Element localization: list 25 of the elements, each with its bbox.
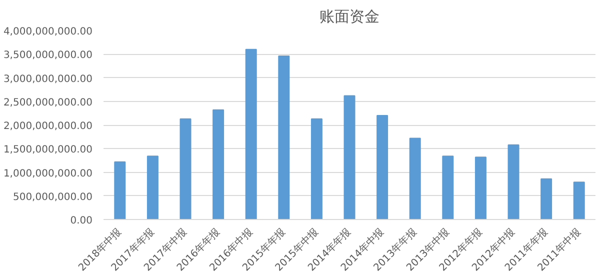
y-tick-label: 3,000,000,000.00 xyxy=(3,74,92,85)
y-tick-label: 2,500,000,000.00 xyxy=(3,97,92,108)
bar xyxy=(442,156,454,220)
bar xyxy=(114,161,126,220)
y-tick-label: 1,000,000,000.00 xyxy=(3,168,92,180)
bar xyxy=(508,144,520,220)
bar xyxy=(310,118,322,220)
bar xyxy=(146,156,158,220)
bar xyxy=(180,118,192,220)
chart-title: 账面资金 xyxy=(320,8,380,26)
bar xyxy=(212,109,224,220)
y-tick-label: 500,000,000.00 xyxy=(12,192,93,203)
bar xyxy=(245,48,257,220)
bar xyxy=(376,115,388,220)
bar xyxy=(344,95,356,220)
bar xyxy=(278,56,290,220)
bar xyxy=(540,178,552,220)
y-tick-label: 2,000,000,000.00 xyxy=(3,121,92,132)
bar xyxy=(573,182,585,220)
y-tick-label: 1,500,000,000.00 xyxy=(3,144,92,156)
bar xyxy=(474,156,486,220)
y-tick-label: 0.00 xyxy=(70,216,92,226)
bar xyxy=(409,138,421,220)
y-tick-label: 4,000,000,000.00 xyxy=(3,26,92,38)
y-tick-label: 3,500,000,000.00 xyxy=(3,50,92,62)
